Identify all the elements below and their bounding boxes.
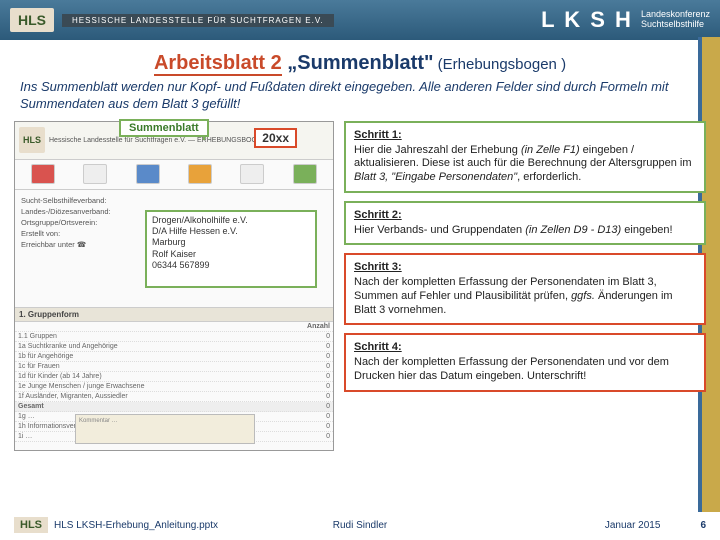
footer: HLS HLS LKSH-Erhebung_Anleitung.pptx Rud… — [0, 510, 720, 540]
title-rest: „Summenblatt" — [282, 52, 434, 74]
step-box: Schritt 4:Nach der kompletten Erfassung … — [344, 333, 706, 391]
footer-date: Januar 2015 — [605, 520, 661, 531]
summenblatt-callout: Summenblatt — [119, 119, 209, 137]
title-paren: (Erhebungsbogen ) — [433, 56, 566, 73]
title-underline: Arbeitsblatt 2 — [154, 52, 282, 76]
section-1-bar: 1. Gruppenform — [15, 307, 333, 322]
partner-logos — [15, 160, 333, 190]
hls-logo: HLS — [10, 8, 54, 32]
top-banner: HLS HESSISCHE LANDESSTELLE FÜR SUCHTFRAG… — [0, 0, 720, 40]
step-box: Schritt 2:Hier Verbands- und Gruppendate… — [344, 201, 706, 246]
greenbox-sample-data: Drogen/Alkoholhilfe e.V.D/A Hilfe Hessen… — [145, 210, 317, 288]
hls-subtitle: HESSISCHE LANDESSTELLE FÜR SUCHTFRAGEN E… — [62, 14, 334, 27]
slide-title: Arbeitsblatt 2 „Summenblatt" (Erhebungsb… — [14, 52, 706, 75]
intro-text: Ins Summenblatt werden nur Kopf- und Fuß… — [20, 79, 700, 113]
footer-filename: HLS LKSH-Erhebung_Anleitung.pptx — [54, 520, 218, 531]
footer-author: Rudi Sindler — [333, 520, 387, 531]
lksh-logo: L K S H — [541, 7, 633, 33]
form-preview: Summenblatt 20xx HLS Hessische Landesste… — [14, 121, 334, 451]
footer-hls: HLS — [14, 517, 48, 533]
lksh-sub2: Suchtselbsthilfe — [641, 20, 710, 30]
steps-column: Schritt 1:Hier die Jahreszahl der Erhebu… — [344, 121, 706, 451]
step-box: Schritt 3:Nach der kompletten Erfassung … — [344, 253, 706, 325]
comment-block: Kommentar … — [75, 414, 255, 444]
year-chip: 20xx — [254, 128, 297, 148]
step-box: Schritt 1:Hier die Jahreszahl der Erhebu… — [344, 121, 706, 193]
mini-hls-logo: HLS — [19, 127, 45, 153]
footer-page: 6 — [700, 520, 706, 531]
